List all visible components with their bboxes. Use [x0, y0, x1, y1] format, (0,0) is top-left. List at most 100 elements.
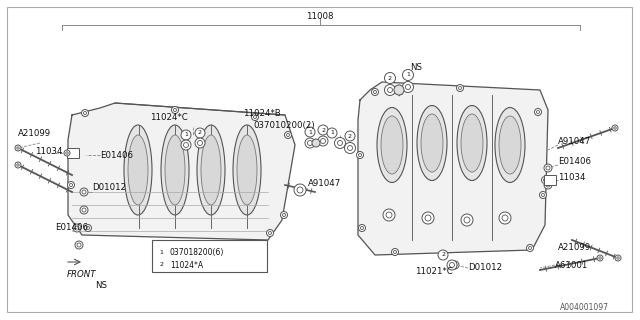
- Text: 11024*A: 11024*A: [170, 260, 203, 269]
- Bar: [544, 175, 556, 185]
- Text: 2: 2: [348, 133, 352, 139]
- Circle shape: [449, 262, 454, 268]
- Circle shape: [285, 132, 291, 139]
- Circle shape: [287, 133, 289, 137]
- Circle shape: [461, 214, 473, 226]
- Circle shape: [312, 139, 320, 147]
- Text: 1: 1: [308, 130, 312, 134]
- Circle shape: [438, 250, 448, 260]
- Circle shape: [534, 108, 541, 116]
- Circle shape: [385, 84, 396, 95]
- Circle shape: [447, 260, 457, 270]
- Circle shape: [615, 255, 621, 261]
- Circle shape: [184, 142, 189, 148]
- Circle shape: [84, 225, 92, 231]
- Circle shape: [77, 243, 81, 247]
- Circle shape: [403, 82, 413, 92]
- Ellipse shape: [237, 135, 257, 205]
- Text: FRONT: FRONT: [67, 270, 97, 279]
- Text: A004001097: A004001097: [560, 303, 609, 313]
- Ellipse shape: [233, 125, 261, 215]
- Circle shape: [425, 215, 431, 221]
- Ellipse shape: [381, 116, 403, 174]
- Circle shape: [541, 194, 545, 196]
- Text: 2: 2: [198, 131, 202, 135]
- Circle shape: [80, 188, 88, 196]
- Circle shape: [195, 138, 205, 148]
- Ellipse shape: [161, 125, 189, 215]
- Ellipse shape: [197, 125, 225, 215]
- Text: E01406: E01406: [55, 223, 88, 233]
- Text: NS: NS: [410, 63, 422, 73]
- Text: E01406: E01406: [100, 150, 133, 159]
- Circle shape: [73, 224, 81, 232]
- Circle shape: [67, 151, 74, 158]
- Ellipse shape: [128, 135, 148, 205]
- Circle shape: [253, 116, 257, 118]
- Polygon shape: [68, 103, 295, 240]
- Circle shape: [64, 150, 70, 156]
- Circle shape: [371, 89, 378, 95]
- Circle shape: [344, 142, 355, 154]
- Text: 11024*C: 11024*C: [150, 113, 188, 122]
- Circle shape: [422, 212, 434, 224]
- Circle shape: [385, 73, 396, 84]
- Circle shape: [81, 109, 88, 116]
- Circle shape: [156, 260, 166, 270]
- Circle shape: [305, 138, 315, 148]
- Ellipse shape: [495, 108, 525, 182]
- Circle shape: [392, 249, 399, 255]
- Text: 11024*B: 11024*B: [243, 109, 281, 118]
- Circle shape: [318, 125, 328, 135]
- Circle shape: [318, 136, 328, 146]
- Text: A91047: A91047: [558, 138, 591, 147]
- Circle shape: [543, 179, 547, 181]
- Circle shape: [280, 212, 287, 219]
- Circle shape: [75, 241, 83, 249]
- Circle shape: [345, 131, 355, 141]
- Circle shape: [82, 190, 86, 194]
- Circle shape: [546, 166, 550, 170]
- Circle shape: [612, 125, 618, 131]
- Circle shape: [464, 217, 470, 223]
- Circle shape: [66, 152, 68, 154]
- Circle shape: [387, 87, 392, 92]
- Circle shape: [394, 251, 397, 253]
- Ellipse shape: [201, 135, 221, 205]
- Circle shape: [70, 154, 72, 156]
- Circle shape: [451, 261, 459, 269]
- Text: 1: 1: [159, 251, 163, 255]
- Text: NS: NS: [95, 281, 107, 290]
- Text: 1: 1: [184, 132, 188, 138]
- Circle shape: [599, 257, 601, 259]
- Circle shape: [617, 257, 620, 259]
- Circle shape: [406, 84, 410, 90]
- Circle shape: [80, 206, 88, 214]
- Circle shape: [502, 215, 508, 221]
- Circle shape: [266, 229, 273, 236]
- Circle shape: [358, 154, 362, 156]
- Circle shape: [173, 108, 177, 111]
- Ellipse shape: [421, 114, 443, 172]
- Circle shape: [294, 184, 306, 196]
- Circle shape: [453, 263, 457, 267]
- Circle shape: [456, 84, 463, 92]
- Text: 2: 2: [159, 262, 163, 268]
- Text: 11034: 11034: [558, 173, 586, 182]
- Circle shape: [86, 227, 90, 229]
- Circle shape: [198, 140, 202, 146]
- Circle shape: [181, 140, 191, 150]
- Text: 11034: 11034: [35, 148, 63, 156]
- Text: 037010200(2): 037010200(2): [253, 121, 315, 130]
- Circle shape: [337, 140, 342, 146]
- Circle shape: [529, 246, 531, 250]
- Text: 2: 2: [441, 252, 445, 258]
- Circle shape: [252, 114, 259, 121]
- Circle shape: [544, 181, 552, 189]
- Ellipse shape: [457, 106, 487, 180]
- Text: 2: 2: [321, 127, 325, 132]
- Text: A91047: A91047: [308, 179, 341, 188]
- Text: 11008: 11008: [307, 12, 333, 21]
- Circle shape: [356, 151, 364, 158]
- Circle shape: [383, 209, 395, 221]
